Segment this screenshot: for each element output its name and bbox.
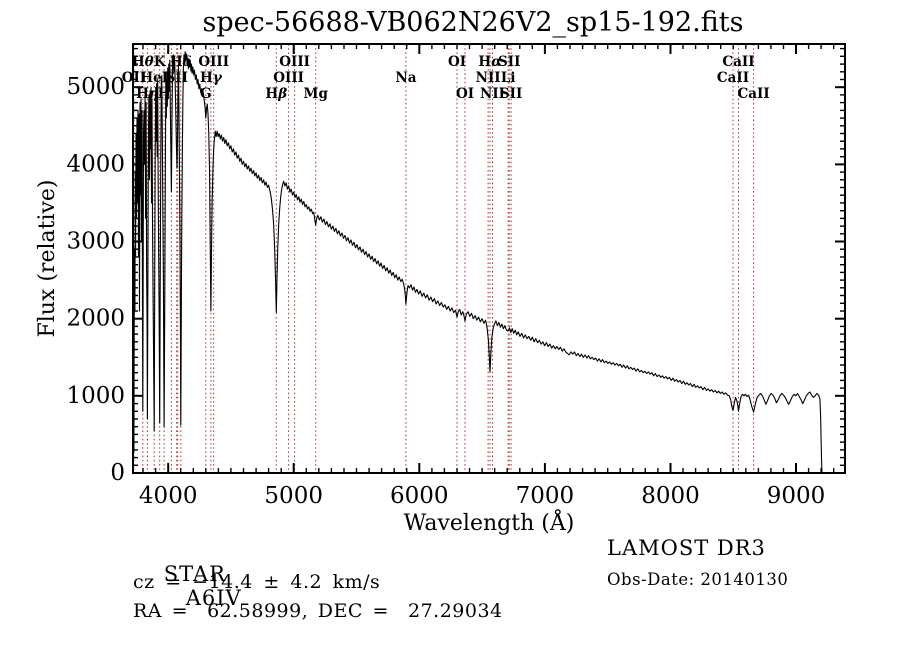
- x-tick-label: 9000: [767, 483, 826, 509]
- y-tick-label: 5000: [66, 74, 125, 100]
- y-tick-label: 4000: [66, 151, 125, 177]
- x-tick-label: 6000: [390, 483, 449, 509]
- spectral-line-label: OIII: [198, 54, 229, 70]
- y-tick-label: 2000: [66, 306, 125, 332]
- spectral-line-label: OI: [456, 86, 474, 102]
- spectral-line-label: OI: [448, 54, 466, 70]
- y-tick-label: 3000: [66, 229, 125, 255]
- classification-line: STAR A6IV: [133, 538, 242, 634]
- y-tick-label: 1000: [66, 383, 125, 409]
- x-tick-label: 7000: [516, 483, 575, 509]
- spectral-line-label: Hη: [136, 86, 159, 102]
- spectral-line-label: Li: [501, 70, 516, 86]
- spectral-line-label: OIII: [279, 54, 310, 70]
- coordinates: RA = 62.58999, DEC = 27.29034: [133, 600, 503, 622]
- spectral-line-label: OIII: [273, 70, 304, 86]
- spectral-line-label: SII: [498, 54, 520, 70]
- spectral-line-label: Hγ: [200, 70, 223, 86]
- x-axis-title: Wavelength (Å): [404, 508, 575, 536]
- object-class: STAR: [163, 562, 226, 586]
- spectral-line-label: Hθ: [132, 54, 154, 70]
- y-tick-label: 0: [110, 460, 125, 486]
- spectral-line-label: Hβ: [265, 86, 287, 102]
- spectral-line-label: Na: [395, 70, 416, 86]
- obs-date: Obs-Date: 20140130: [607, 570, 789, 589]
- survey-release: LAMOST DR3: [607, 536, 766, 560]
- spectral-line-label: CaII: [722, 54, 754, 70]
- spectral-line-label: NII: [480, 86, 505, 102]
- object-subclass: A6IV: [185, 586, 242, 610]
- spectral-line-label: HeI: [140, 70, 168, 86]
- spectral-line-label: Hα: [478, 54, 502, 70]
- spectral-line-label: K: [154, 54, 167, 70]
- x-tick-label: 8000: [641, 483, 700, 509]
- spectral-line-label: CaII: [738, 86, 770, 102]
- spectral-line-label: Mg: [303, 86, 328, 102]
- x-tick-label: 4000: [139, 483, 198, 509]
- y-axis-title: Flux (relative): [35, 179, 60, 337]
- x-tick-label: 5000: [264, 483, 323, 509]
- plot-title: spec-56688-VB062N26V2_sp15-192.fits: [203, 7, 744, 38]
- spectral-line-label: NII: [476, 70, 501, 86]
- radial-velocity: cz = −14.4 ± 4.2 km/s: [133, 571, 381, 593]
- plot-frame: [132, 43, 846, 474]
- spectral-line-label: CaII: [717, 70, 749, 86]
- spectral-line-label: OII: [122, 70, 146, 86]
- spectral-line-label: SII: [500, 86, 522, 102]
- spectrum-trace: [132, 51, 823, 474]
- spectral-line-label: G: [200, 86, 212, 102]
